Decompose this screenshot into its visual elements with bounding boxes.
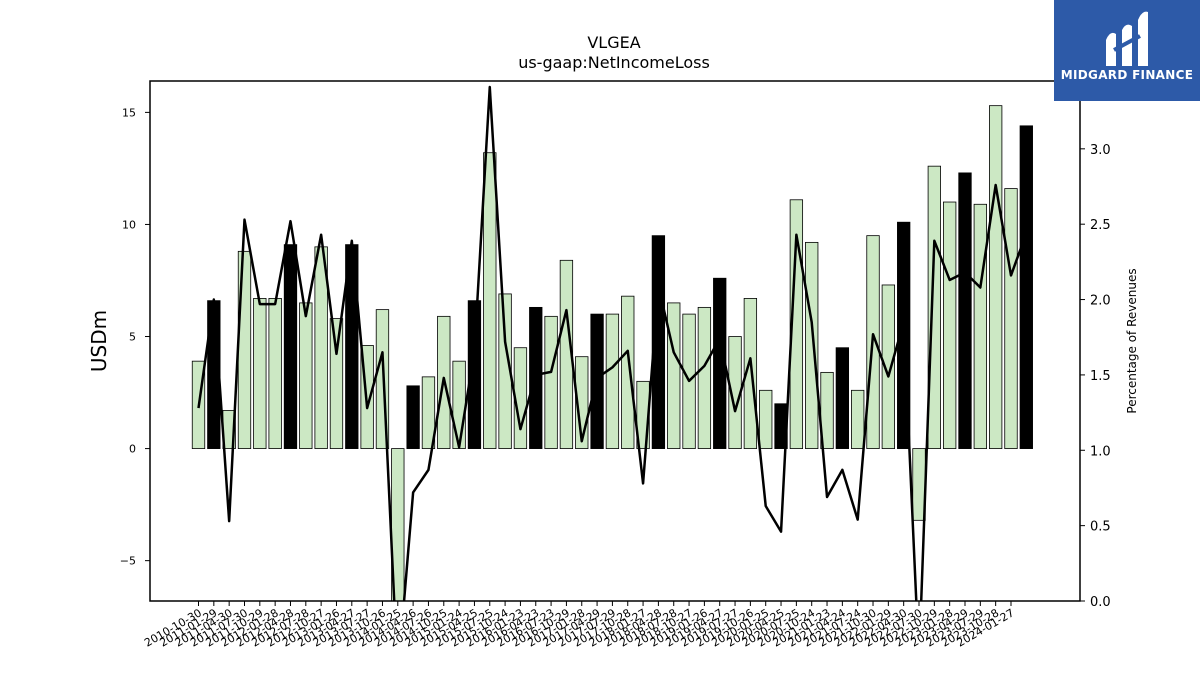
y-tick-label: 5	[129, 331, 136, 344]
y-tick-label: 10	[122, 218, 136, 231]
brand-logo: MIDGARD FINANCE	[1054, 0, 1200, 101]
x-axis: 2010-10-302011-01-292011-04-302011-07-30…	[142, 601, 1016, 650]
bar	[329, 318, 344, 449]
y2-axis-label: Percentage of Revenues	[1125, 268, 1139, 413]
bar	[544, 315, 558, 449]
y-tick-label: −5	[120, 555, 136, 568]
pct-line-series	[197, 85, 1028, 601]
bar	[452, 360, 466, 449]
bar	[743, 298, 758, 449]
bar	[805, 241, 819, 449]
bar	[927, 165, 941, 449]
bar	[881, 284, 895, 449]
bar	[789, 199, 804, 449]
bar	[820, 371, 834, 449]
bar	[283, 244, 298, 449]
midgard-logo-icon	[1106, 11, 1148, 67]
chart-title: VLGEA	[587, 33, 640, 52]
bar	[605, 313, 620, 449]
bar	[759, 389, 773, 449]
y-axis-left: −5 0 5 10 15	[120, 106, 150, 568]
bar	[667, 302, 681, 449]
brand-name: MIDGARD FINANCE	[1060, 68, 1194, 82]
bar	[421, 376, 436, 449]
y2-tick-label: 3.0	[1090, 143, 1111, 158]
plot-frame	[149, 80, 1081, 602]
bar	[943, 201, 957, 449]
bar	[467, 300, 482, 449]
bar	[299, 302, 313, 449]
bar	[483, 152, 497, 449]
bar	[697, 306, 712, 449]
bar	[406, 385, 420, 449]
y2-tick-label: 0.0	[1090, 595, 1111, 610]
bar	[314, 246, 328, 449]
bar	[253, 298, 267, 449]
bar	[237, 250, 252, 449]
y-axis-label: USDm	[87, 310, 111, 372]
y2-tick-label: 1.0	[1090, 444, 1111, 459]
bar	[1004, 188, 1018, 449]
bar	[621, 295, 635, 449]
y2-tick-label: 0.5	[1090, 520, 1111, 535]
pct-line	[197, 85, 1028, 601]
bar	[651, 235, 666, 449]
bar	[835, 347, 850, 449]
y2-tick-label: 2.5	[1090, 218, 1111, 233]
y2-tick-label: 1.5	[1090, 369, 1111, 384]
bar	[958, 172, 972, 449]
bar	[973, 203, 987, 449]
y-tick-label: 0	[129, 443, 136, 456]
y-tick-label: 15	[122, 106, 136, 119]
y2-tick-label: 2.0	[1090, 294, 1111, 309]
bar	[989, 105, 1003, 449]
y-axis-right: 0.0 0.5 1.0 1.5 2.0 2.5 3.0	[1080, 143, 1111, 610]
bar	[1019, 125, 1033, 449]
bar	[268, 298, 282, 449]
chart-subtitle: us-gaap:NetIncomeLoss	[518, 53, 710, 72]
bar	[851, 389, 865, 449]
